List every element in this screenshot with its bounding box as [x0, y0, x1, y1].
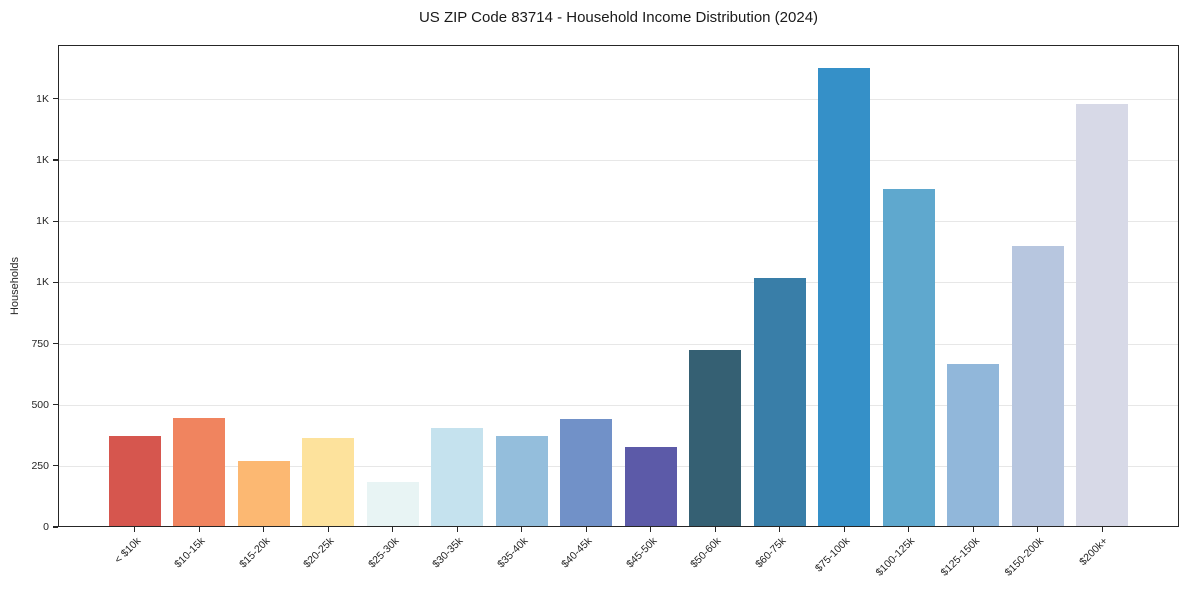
x-tick-mark: [1101, 527, 1103, 532]
x-tick-mark: [134, 527, 136, 532]
bar: [818, 68, 871, 527]
bar: [366, 481, 419, 527]
y-tick-mark: [53, 465, 58, 467]
x-tick-label: $125-150k: [938, 535, 982, 579]
y-tick-label: 750: [31, 337, 49, 350]
bar: [560, 419, 613, 527]
bar: [237, 461, 290, 527]
gridline: [58, 98, 1179, 100]
gridline: [58, 221, 1179, 223]
gridline: [58, 282, 1179, 284]
x-tick-label: $35-40k: [494, 535, 531, 571]
x-tick-mark: [908, 527, 910, 532]
x-tick-label: $100-125k: [873, 535, 918, 579]
x-tick-label: $60-75k: [752, 535, 789, 571]
y-axis-title: Households: [9, 256, 21, 316]
x-tick-label: $150-200k: [1002, 535, 1047, 579]
y-tick-label: 1K: [36, 276, 49, 289]
x-tick-label: $45-50k: [623, 535, 660, 571]
bar: [173, 418, 226, 527]
x-tick-mark: [456, 527, 458, 532]
x-tick-label: $10-15k: [172, 535, 208, 571]
x-tick-mark: [521, 527, 523, 532]
x-tick-label: $50-60k: [688, 535, 724, 571]
x-tick-label: $75-100k: [813, 535, 853, 575]
x-tick-mark: [1037, 527, 1039, 532]
gridline: [58, 343, 1179, 345]
bar: [431, 427, 484, 527]
x-tick-label: $25-30k: [365, 535, 402, 571]
x-tick-mark: [714, 527, 716, 532]
y-tick-label: 250: [31, 459, 49, 472]
bar: [302, 438, 355, 527]
y-tick-mark: [53, 404, 58, 406]
bar: [882, 189, 935, 527]
x-tick-label: $200k+: [1077, 535, 1111, 569]
plot-area: [58, 45, 1179, 527]
y-tick-label: 500: [31, 398, 49, 411]
bar: [624, 447, 677, 527]
x-tick-mark: [327, 527, 329, 532]
y-tick-mark: [53, 98, 58, 100]
x-tick-mark: [779, 527, 781, 532]
y-tick-label: 1K: [36, 92, 49, 105]
bar: [947, 364, 1000, 527]
bar: [495, 436, 548, 527]
bar: [1011, 245, 1064, 527]
x-tick-mark: [650, 527, 652, 532]
y-tick-label: 0: [43, 521, 49, 533]
y-tick-label: 1K: [36, 154, 49, 166]
gridline: [58, 160, 1179, 161]
y-tick-mark: [53, 159, 58, 161]
chart-title: US ZIP Code 83714 - Household Income Dis…: [418, 9, 819, 26]
x-tick-label: $15-20k: [236, 535, 273, 571]
x-tick-label: $30-35k: [430, 535, 466, 571]
x-tick-mark: [585, 527, 587, 532]
y-tick-mark: [53, 220, 58, 222]
bar: [689, 349, 742, 527]
x-tick-mark: [972, 527, 974, 532]
y-tick-mark: [53, 281, 58, 283]
y-tick-mark: [53, 342, 58, 345]
bar: [753, 277, 806, 527]
y-tick-mark: [53, 526, 58, 528]
bar: [108, 436, 161, 527]
x-tick-mark: [843, 527, 845, 532]
y-tick-label: 1K: [36, 215, 49, 228]
gridline: [58, 404, 1179, 406]
x-tick-label: $40-45k: [559, 535, 595, 571]
x-tick-mark: [263, 527, 265, 532]
gridline: [58, 465, 1179, 467]
x-tick-label: $20-25k: [301, 535, 337, 571]
x-tick-label: < $10k: [112, 535, 144, 566]
bar: [1076, 103, 1129, 527]
x-tick-mark: [392, 527, 394, 532]
x-tick-mark: [198, 527, 200, 532]
